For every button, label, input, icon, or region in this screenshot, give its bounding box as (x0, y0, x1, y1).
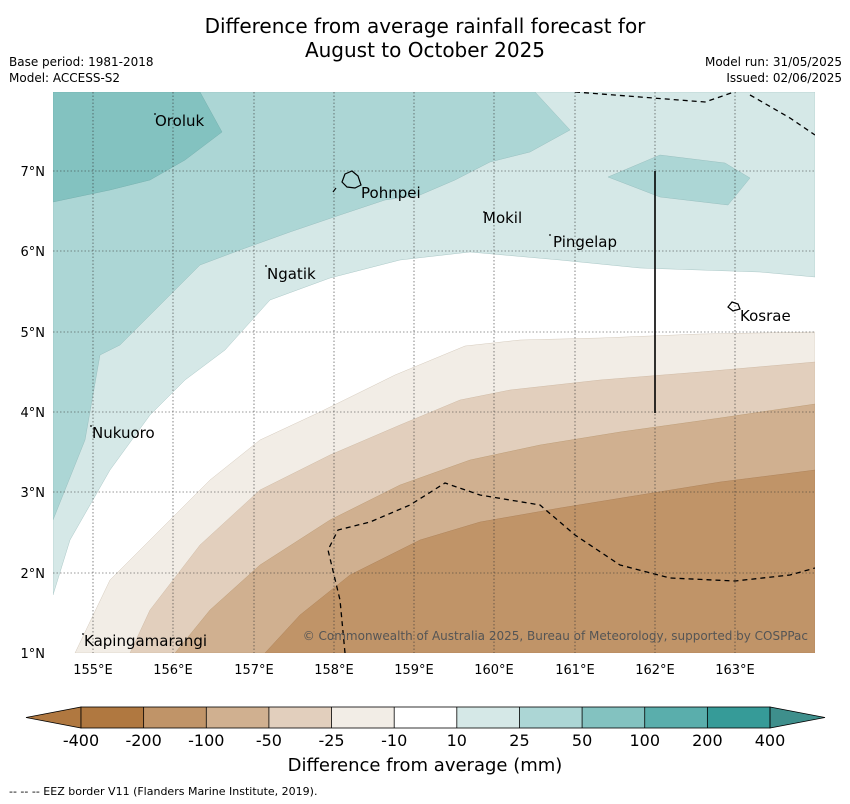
colorbar-title: Difference from average (mm) (287, 755, 563, 776)
base-period: Base period: 1981-2018 (9, 55, 154, 69)
colorbar-segment (206, 707, 269, 728)
lon-label: 160°E (474, 663, 514, 678)
lon-label: 158°E (314, 663, 354, 678)
colorbar-extend-high (769, 706, 826, 729)
label-pohnpei: Pohnpei (361, 184, 421, 202)
lon-label: 163°E (715, 663, 755, 678)
label-ngatik: Ngatik (267, 265, 316, 283)
model-run: Model run: 31/05/2025 (704, 55, 842, 69)
band-50-100 (53, 92, 223, 203)
issued-date: Issued: 02/06/2025 (726, 71, 842, 85)
colorbar-segment (143, 707, 207, 728)
eez-border (327, 92, 815, 653)
lon-label: 159°E (394, 663, 434, 678)
colorbar-frame (80, 706, 771, 729)
colorbar-tick-label: 10 (447, 731, 467, 750)
title-line-1: Difference from average rainfall forecas… (204, 14, 646, 38)
colorbar-segment (331, 707, 395, 728)
colorbar-segment (582, 707, 645, 728)
meta-right: Model run: 31/05/2025 Issued: 02/06/2025 (705, 54, 842, 86)
colorbar-tick-label: -400 (63, 731, 99, 750)
island-dots (82, 113, 551, 635)
copyright-text: © Commonwealth of Australia 2025, Bureau… (303, 629, 808, 643)
lon-label: 155°E (73, 663, 113, 678)
colorbar-segment (456, 707, 520, 728)
lon-label: 162°E (635, 663, 675, 678)
meta-left: Base period: 1981-2018 Model: ACCESS-S2 (9, 54, 154, 86)
lat-label: 3°N (21, 486, 46, 501)
lat-label: 7°N (21, 165, 46, 180)
label-nukuoro: Nukuoro (92, 424, 155, 442)
colorbar-tick-label: 25 (509, 731, 529, 750)
eez-footnote: -- -- -- EEZ border V11 (Flanders Marine… (9, 785, 318, 798)
title-line-2: August to October 2025 (304, 38, 546, 62)
colorbar: -400 -200 -100 -50 -25 -10 10 25 50 100 200 400 (25, 706, 826, 750)
pohnpei-island (341, 170, 362, 189)
band-25-50-patch (607, 154, 751, 206)
colorbar-segment (707, 707, 770, 728)
band-minus100-minus200 (264, 469, 815, 653)
lon-axis: 155°E 156°E 157°E 158°E 159°E 160°E 161°… (73, 663, 755, 678)
lat-axis: 7°N 6°N 5°N 4°N 3°N 2°N 1°N (21, 165, 46, 662)
pohnpei-islet (332, 187, 337, 193)
label-kapingamarangi: Kapingamarangi (84, 632, 207, 650)
colorbar-tick-label: -100 (188, 731, 224, 750)
lat-label: 5°N (21, 326, 46, 341)
label-pingelap: Pingelap (553, 233, 617, 251)
place-labels: Oroluk Pohnpei Mokil Pingelap Ngatik Kos… (84, 112, 791, 650)
kosrae-island (727, 301, 741, 312)
colorbar-tick-label: 100 (629, 731, 660, 750)
colorbar-tick-label: 400 (755, 731, 786, 750)
lat-label: 1°N (21, 647, 46, 662)
lon-label: 161°E (555, 663, 595, 678)
lat-label: 4°N (21, 406, 46, 421)
label-kosrae: Kosrae (740, 307, 791, 325)
lon-label: 156°E (153, 663, 193, 678)
lat-label: 6°N (21, 245, 46, 260)
lon-label: 157°E (234, 663, 274, 678)
graticule (53, 92, 815, 653)
colorbar-tick-label: -25 (318, 731, 344, 750)
colorbar-tick-label: 200 (692, 731, 723, 750)
colorbar-segment (644, 707, 708, 728)
colorbar-tick-label: -200 (125, 731, 161, 750)
colorbar-segment (519, 707, 583, 728)
colorbar-extend-low (25, 706, 82, 729)
band-25-50 (53, 92, 571, 521)
lat-label: 2°N (21, 567, 46, 582)
model-name: Model: ACCESS-S2 (9, 71, 121, 85)
colorbar-segment (394, 707, 457, 728)
colorbar-tick-label: -10 (381, 731, 407, 750)
colorbar-tick-label: 50 (572, 731, 592, 750)
map-title: Difference from average rainfall forecas… (0, 14, 850, 62)
colorbar-segment (81, 707, 144, 728)
label-oroluk: Oroluk (155, 112, 204, 130)
label-mokil: Mokil (483, 209, 522, 227)
colorbar-tick-label: -50 (256, 731, 282, 750)
colorbar-segment (268, 707, 332, 728)
rainfall-contours: Oroluk Pohnpei Mokil Pingelap Ngatik Kos… (53, 92, 815, 653)
